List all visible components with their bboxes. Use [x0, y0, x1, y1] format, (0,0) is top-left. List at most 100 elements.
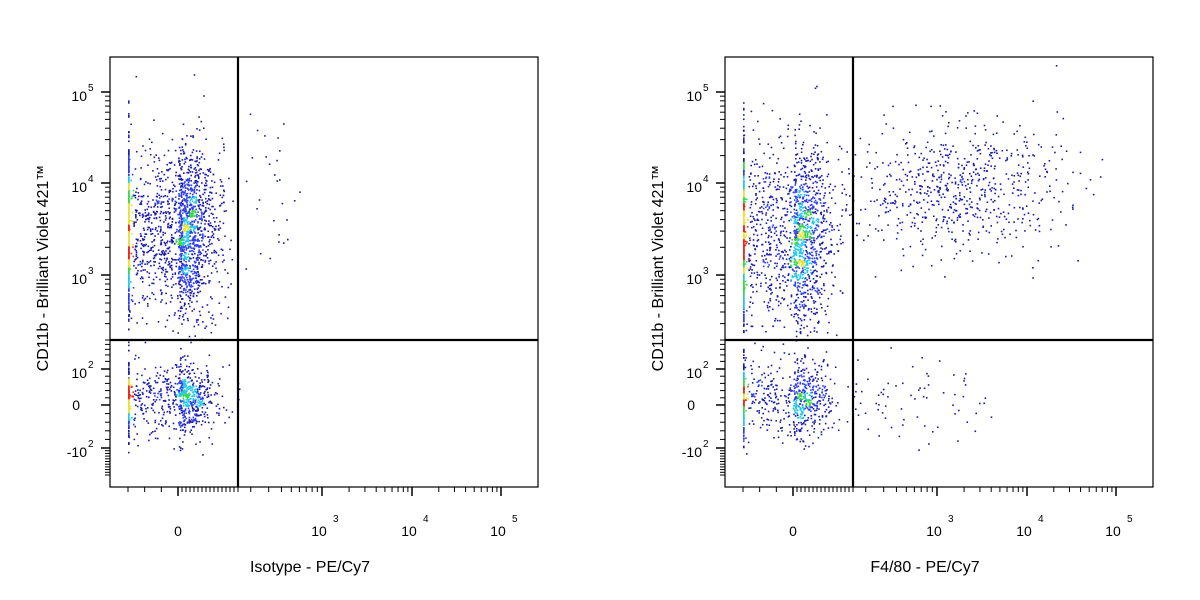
event-dot: [810, 225, 812, 228]
event-dot: [772, 401, 775, 404]
event-dot: [186, 401, 188, 403]
event-dot: [790, 257, 793, 259]
event-dot: [812, 312, 815, 315]
event-dot: [794, 243, 796, 246]
event-dot: [201, 218, 203, 220]
event-dot: [815, 280, 817, 282]
event-dot: [798, 389, 800, 391]
event-dot: [211, 297, 213, 300]
event-dot: [188, 296, 191, 299]
event-dot: [175, 230, 178, 233]
event-dot: [743, 434, 745, 436]
event-dot: [128, 286, 130, 289]
event-dot: [154, 392, 156, 395]
event-dot: [754, 229, 757, 231]
event-dot: [820, 250, 822, 253]
event-dot: [187, 407, 190, 410]
event-dot: [158, 197, 161, 199]
event-dot: [149, 148, 151, 150]
event-dot: [186, 365, 188, 368]
event-dot: [189, 292, 191, 294]
event-dot: [192, 205, 195, 208]
event-dot: [796, 405, 798, 408]
event-dot: [138, 397, 141, 400]
event-dot: [788, 190, 791, 193]
event-dot: [128, 430, 130, 432]
event-dot: [743, 365, 745, 368]
event-dot: [155, 154, 157, 156]
event-dot: [195, 409, 198, 412]
event-dot: [769, 392, 772, 395]
event-dot: [177, 243, 179, 245]
event-dot: [140, 167, 142, 169]
event-dot: [152, 431, 154, 433]
event-dot: [184, 220, 187, 222]
event-dot: [745, 357, 747, 359]
event-dot: [184, 424, 187, 426]
event-dot: [259, 252, 262, 255]
event-dot: [129, 311, 131, 313]
event-dot: [164, 242, 166, 245]
event-dot: [186, 225, 188, 228]
event-dot: [809, 208, 811, 211]
event-dot: [187, 240, 190, 243]
event-dot: [790, 279, 793, 281]
event-dot: [178, 424, 181, 426]
event-dot: [182, 241, 185, 244]
event-dot: [747, 397, 749, 400]
event-dot: [749, 206, 752, 209]
event-dot: [184, 255, 186, 257]
event-dot: [185, 401, 187, 404]
event-dot: [825, 351, 828, 353]
event-dot: [194, 390, 197, 393]
event-dot: [180, 393, 182, 396]
event-dot: [172, 187, 174, 190]
event-dot: [743, 374, 745, 376]
event-dot: [139, 277, 142, 280]
event-dot: [128, 164, 130, 166]
event-dot: [209, 167, 211, 170]
event-dot: [196, 380, 198, 382]
event-dot: [770, 231, 772, 233]
event-dot: [198, 257, 201, 259]
event-dot: [178, 283, 181, 286]
event-dot: [207, 207, 210, 210]
event-dot: [176, 383, 179, 385]
event-dot: [796, 293, 799, 296]
event-dot: [210, 401, 212, 404]
event-dot: [159, 419, 162, 422]
event-dot: [142, 259, 144, 262]
event-dot: [162, 234, 164, 236]
event-dot: [795, 254, 798, 256]
event-dot: [188, 335, 191, 338]
event-dot: [183, 416, 186, 418]
event-dot: [810, 417, 813, 420]
event-dot: [186, 387, 189, 389]
event-dot: [128, 413, 130, 415]
event-dot: [178, 271, 181, 273]
event-dot: [826, 209, 828, 211]
event-dot: [753, 245, 755, 247]
event-dot: [794, 393, 796, 395]
event-dot: [193, 419, 196, 422]
event-dot: [788, 424, 791, 426]
event-dot: [220, 248, 223, 251]
event-dot: [182, 390, 184, 392]
event-dot: [165, 268, 167, 271]
event-dot: [189, 246, 192, 249]
event-dot: [189, 289, 192, 291]
event-dot: [189, 159, 192, 161]
event-dot: [185, 257, 187, 260]
event-dot: [764, 376, 767, 379]
event-dot: [158, 253, 161, 255]
event-dot: [209, 171, 212, 173]
event-dot: [159, 212, 162, 215]
plot-frame: [724, 56, 1154, 488]
event-dot: [195, 392, 198, 395]
event-dot: [197, 399, 200, 401]
event-dot: [182, 379, 184, 381]
event-dot: [755, 399, 757, 401]
event-dot: [796, 265, 798, 267]
event-dot: [161, 239, 164, 241]
event-dot: [136, 405, 139, 408]
